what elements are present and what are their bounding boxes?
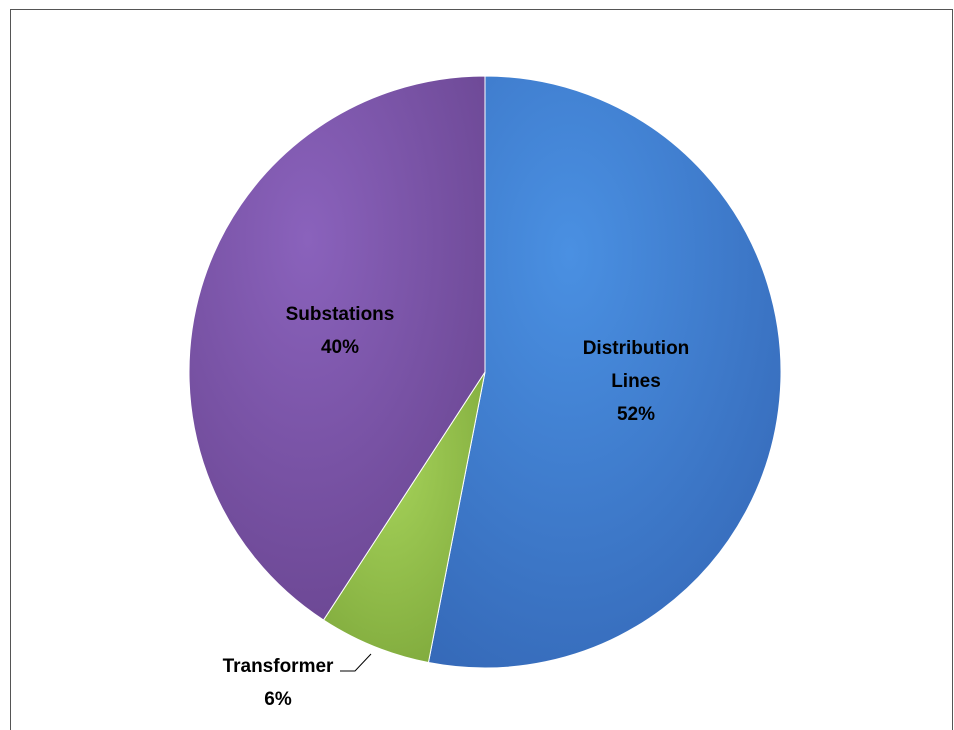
category-label: Lines xyxy=(611,371,661,392)
chart-frame xyxy=(10,9,953,730)
percent-label: 52% xyxy=(617,404,655,425)
percent-label: 40% xyxy=(321,337,359,358)
slice-substations xyxy=(188,75,486,621)
label-substations: Substations 40% xyxy=(286,304,395,358)
leader-line-transformer xyxy=(340,653,372,672)
category-label: Transformer xyxy=(223,656,334,677)
category-label: Substations xyxy=(286,304,395,325)
slice-distribution-lines xyxy=(427,75,782,669)
category-label: Distribution xyxy=(583,338,690,359)
percent-label: 6% xyxy=(264,689,292,710)
label-distribution-lines: Distribution Lines 52% xyxy=(583,338,690,425)
label-transformer: Transformer 6% xyxy=(223,656,334,710)
